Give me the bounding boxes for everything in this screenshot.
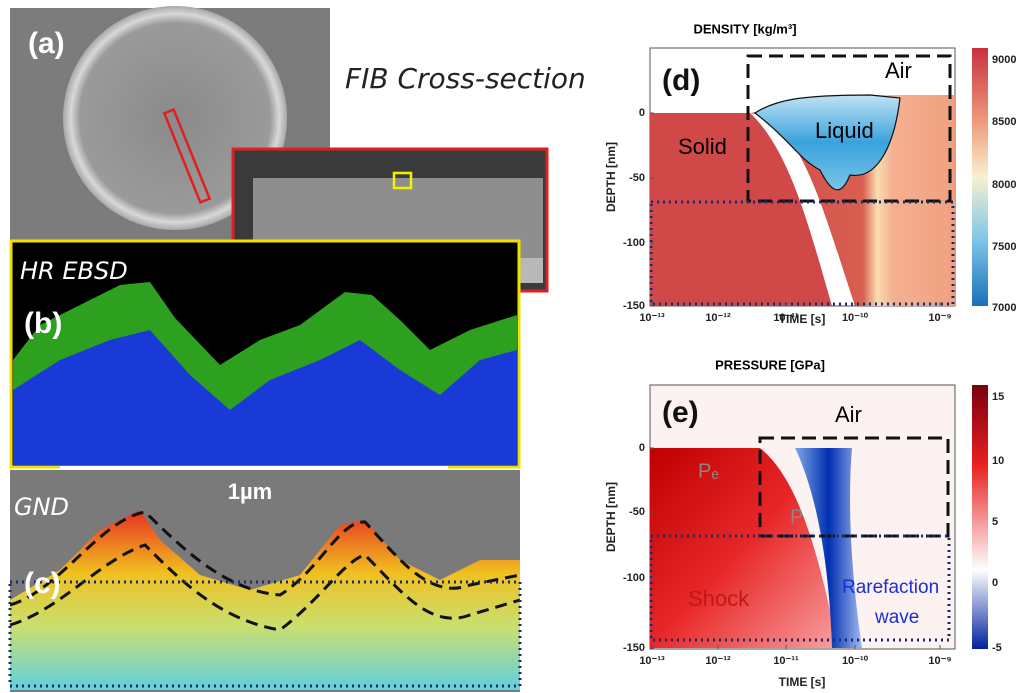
colorbar-tick-label: -5 xyxy=(992,642,1002,654)
y-tick-label: 0 xyxy=(639,107,645,119)
y-tick-label: -150 xyxy=(623,642,645,654)
region-label: Shock xyxy=(688,586,750,611)
y-tick-label: 0 xyxy=(639,442,645,454)
dashed-contour xyxy=(9,543,521,632)
y-tick-label: -50 xyxy=(629,506,645,518)
zoom-marker xyxy=(392,171,413,190)
colorbar-tick-label: 0 xyxy=(992,577,998,589)
x-tick-label: 10⁻¹¹ xyxy=(773,312,799,324)
fib-marker xyxy=(162,107,212,205)
scale-label: 1µm xyxy=(228,479,272,504)
x-tick-label: 10⁻¹² xyxy=(705,312,731,324)
x-axis-label: TIME [s] xyxy=(779,675,826,689)
panel-label: (c) xyxy=(24,567,61,600)
liquid-region xyxy=(753,94,901,191)
region-label: Air xyxy=(885,58,912,83)
plot-title: PRESSURE [GPa] xyxy=(715,357,825,372)
colorbar xyxy=(972,385,988,649)
panel-label: (b) xyxy=(24,307,62,340)
x-tick-label: 10⁻¹¹ xyxy=(773,655,799,667)
region-label: P xyxy=(790,506,803,528)
region-label: Solid xyxy=(678,134,727,159)
annotation: GND xyxy=(14,493,69,521)
panel-label: (a) xyxy=(28,27,65,60)
colorbar-tick-label: 7000 xyxy=(992,302,1016,314)
annotation: FIB Cross-section xyxy=(345,62,586,95)
x-tick-label: 10⁻¹³ xyxy=(639,655,665,667)
annotation: HR EBSD xyxy=(20,257,128,285)
dashed-contour xyxy=(9,510,521,607)
dotted-box xyxy=(649,534,951,642)
y-tick-label: -100 xyxy=(623,237,645,249)
y-axis-label: DEPTH [nm] xyxy=(604,482,618,552)
plot-title: DENSITY [kg/m³] xyxy=(693,21,796,36)
colorbar-tick-label: 15 xyxy=(992,391,1004,403)
colorbar-tick-label: 10 xyxy=(992,455,1004,467)
x-tick-label: 10⁻¹² xyxy=(705,655,731,667)
shock-region xyxy=(650,448,838,648)
region-label: Liquid xyxy=(815,118,874,143)
x-axis-label: TIME [s] xyxy=(779,312,826,326)
x-tick-label: 10⁻¹⁰ xyxy=(842,312,869,324)
crater xyxy=(63,6,287,230)
x-tick-label: 10⁻¹⁰ xyxy=(842,655,869,667)
region-label: Rarefaction xyxy=(842,577,939,598)
dashed-box xyxy=(758,436,950,538)
ebsd-blue xyxy=(13,330,517,465)
dotted-box xyxy=(649,200,955,306)
colorbar-tick-label: 5 xyxy=(992,516,998,528)
y-tick-label: -150 xyxy=(623,300,645,312)
y-tick-label: -100 xyxy=(623,572,645,584)
region-label: Pₑ xyxy=(698,460,719,482)
solid-region xyxy=(650,113,832,306)
x-tick-label: 10⁻⁹ xyxy=(928,655,951,667)
panel-label: (d) xyxy=(662,64,700,97)
region-label: wave xyxy=(874,607,919,628)
panel-label: (e) xyxy=(662,396,699,429)
colorbar-tick-label: 8000 xyxy=(992,179,1016,191)
gnd-data xyxy=(10,510,520,690)
colorbar xyxy=(972,48,988,306)
colorbar-tick-label: 7500 xyxy=(992,241,1016,253)
x-tick-label: 10⁻⁹ xyxy=(928,312,951,324)
colorbar-tick-label: 9000 xyxy=(992,54,1016,66)
dotted-region xyxy=(8,580,522,688)
y-tick-label: -50 xyxy=(629,172,645,184)
region-label: Air xyxy=(835,402,862,427)
colorbar-tick-label: 8500 xyxy=(992,116,1016,128)
x-tick-label: 10⁻¹³ xyxy=(639,312,665,324)
y-axis-label: DEPTH [nm] xyxy=(604,142,618,212)
rarefaction-region xyxy=(795,448,862,648)
